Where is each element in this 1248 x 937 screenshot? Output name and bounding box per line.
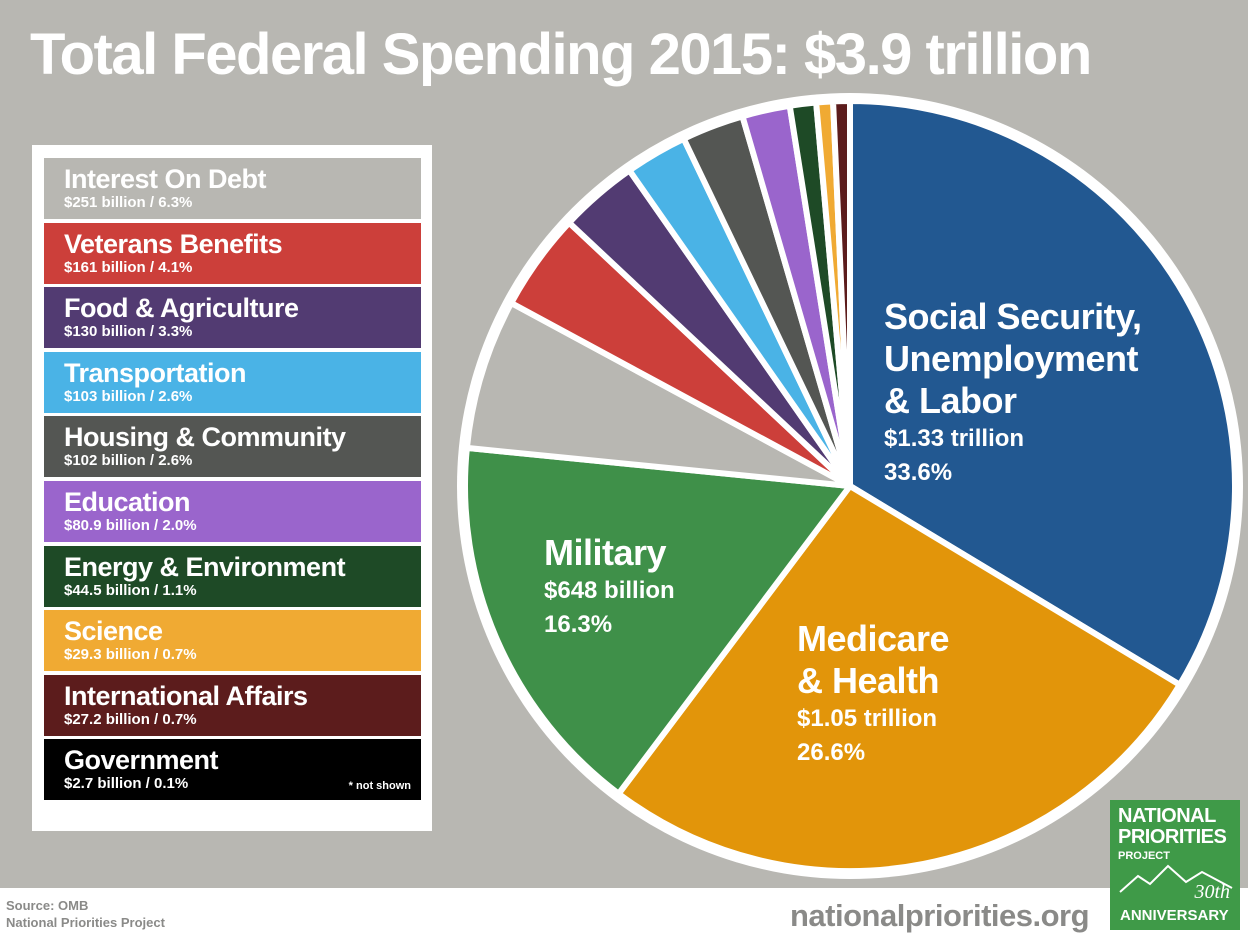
legend-item-name: Interest On Debt xyxy=(64,164,267,194)
legend-item-name: International Affairs xyxy=(64,680,308,711)
legend-item-value: $161 billion / 4.1% xyxy=(64,258,193,276)
logo-line3: PROJECT xyxy=(1118,850,1170,862)
military-label-line1: Military xyxy=(544,532,667,573)
social-security-label-line2: Unemployment xyxy=(884,338,1139,379)
legend-item-value: $29.3 billion / 0.7% xyxy=(64,646,197,664)
legend-item: Transportation $103 billion / 2.6% xyxy=(44,351,421,413)
legend-item: International Affairs $27.2 billion / 0.7… xyxy=(44,674,421,736)
social-security-amount: $1.33 trillion xyxy=(884,425,1025,452)
legend-item-name: Veterans Benefits xyxy=(64,228,283,259)
legend-item-value: $130 billion / 3.3% xyxy=(64,323,193,341)
logo-line1: NATIONAL xyxy=(1118,805,1216,827)
chart-title: Total Federal Spending 2015: $3.9 trilli… xyxy=(30,22,1092,87)
legend-item-name: Government xyxy=(64,745,219,776)
military-label: Military $648 billion 16.3% xyxy=(544,532,675,642)
pie-slice-international-affairs xyxy=(830,97,853,489)
medicare-label-line1: Medicare xyxy=(797,618,950,659)
legend-item: Interest On Debt $251 billion / 6.3% xyxy=(44,158,421,219)
pie-chart xyxy=(457,93,1243,879)
pie-slice-interest-on-debt xyxy=(463,300,853,489)
legend-item-value: $27.2 billion / 0.7% xyxy=(64,710,197,728)
medicare-amount: $1.05 trillion xyxy=(797,705,938,732)
legend-item-value: $80.9 billion / 2.0% xyxy=(64,517,197,534)
social-security-label: Social Security, Unemployment & Labor $1… xyxy=(884,296,1142,490)
npp-logo: NATIONAL PRIORITIES PROJECT 30th ANNIVER… xyxy=(1110,800,1240,930)
mountain-icon xyxy=(1119,864,1233,893)
legend-note: * not shown xyxy=(348,780,411,793)
source-line1: Source: OMB xyxy=(6,898,89,913)
legend: Interest On Debt $251 billion / 6.3% Veter… xyxy=(32,145,432,831)
military-percent: 16.3% xyxy=(544,611,613,638)
legend-item-name: Transportation xyxy=(64,357,247,388)
military-amount: $648 billion xyxy=(544,577,675,604)
source-line2: National Priorities Project xyxy=(6,915,165,930)
legend-item-name: Energy & Environment xyxy=(64,551,346,582)
legend-item: Food & Agriculture $130 billion / 3.3% xyxy=(44,287,421,349)
legend-item: Energy & Environment $44.5 billion / 1.1% xyxy=(44,545,421,607)
legend-item-name: Food & Agriculture xyxy=(64,293,299,324)
social-security-label-line3: & Labor xyxy=(884,380,1017,421)
medicare-label: Medicare & Health $1.05 trillion 26.6% xyxy=(797,618,950,770)
pie-slice-medicare-health xyxy=(615,483,1183,874)
legend-item-value: $103 billion / 2.6% xyxy=(64,387,193,405)
legend-item: Housing & Community $102 billion / 2.6% xyxy=(44,416,421,478)
legend-item-name: Housing & Community xyxy=(64,422,346,453)
logo-number: 30th xyxy=(1194,881,1230,903)
source-note: Source: OMB National Priorities Project xyxy=(6,897,165,931)
legend-item: Education $80.9 billion / 2.0% xyxy=(44,481,421,542)
logo-line2: PRIORITIES xyxy=(1118,826,1227,848)
legend-item-value: $102 billion / 2.6% xyxy=(64,452,193,470)
social-security-percent: 33.6% xyxy=(884,459,953,486)
legend-item-name: Education xyxy=(64,487,191,517)
medicare-label-line2: & Health xyxy=(797,660,940,701)
pie-slice-military xyxy=(462,444,853,797)
legend-item-value: $44.5 billion / 1.1% xyxy=(64,581,197,599)
legend-item-value: $2.7 billion / 0.1% xyxy=(64,775,189,793)
legend-item-value: $251 billion / 6.3% xyxy=(64,194,193,211)
legend-item: Science $29.3 billion / 0.7% xyxy=(44,610,421,672)
legend-item-name: Science xyxy=(64,616,163,647)
logo-anniversary: ANNIVERSARY xyxy=(1120,907,1229,924)
legend-item: Veterans Benefits $161 billion / 4.1% xyxy=(44,222,421,284)
medicare-percent: 26.6% xyxy=(797,739,866,766)
pie-slice-social-security-unemployment-labor xyxy=(847,98,1238,688)
website-link[interactable]: nationalpriorities.org xyxy=(790,898,1090,933)
legend-item: Government $2.7 billion / 0.1% * not shown xyxy=(44,739,421,801)
social-security-label-line1: Social Security, xyxy=(884,296,1142,337)
